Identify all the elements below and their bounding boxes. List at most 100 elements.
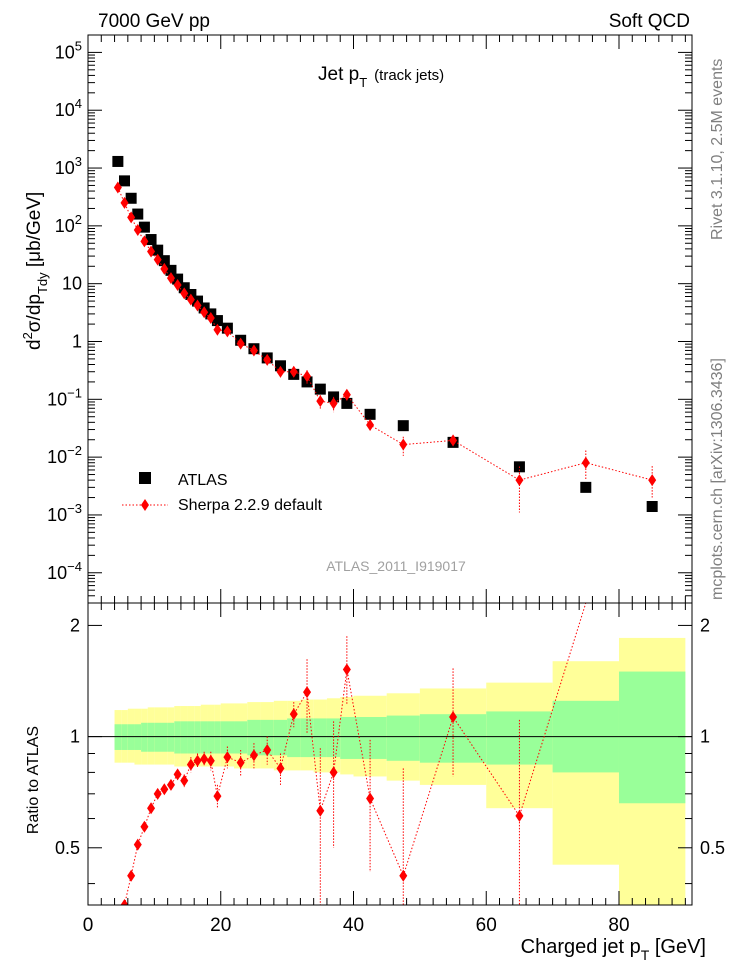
main-y-tick-label: 10−4 bbox=[47, 559, 82, 583]
ratio-mc-point bbox=[399, 869, 408, 882]
atlas-data-point bbox=[152, 244, 164, 256]
atlas-data-point bbox=[580, 481, 592, 493]
ratio-inner-band bbox=[618, 671, 686, 804]
ratio-mc-point bbox=[180, 774, 189, 787]
ratio-inner-band bbox=[154, 722, 162, 752]
ratio-mc-point bbox=[289, 708, 298, 721]
legend: ATLAS Sherpa 2.2.9 default bbox=[122, 472, 323, 514]
ratio-inner-band bbox=[386, 715, 420, 761]
mc-data-point bbox=[140, 235, 149, 248]
mc-data-point bbox=[263, 353, 272, 366]
ratio-mc-point bbox=[342, 663, 351, 676]
ratio-mc-point bbox=[329, 766, 338, 779]
header-left-label: 7000 GeV pp bbox=[98, 11, 210, 32]
mc-data-point bbox=[249, 344, 258, 357]
ratio-mc-point bbox=[515, 809, 524, 822]
mc-data-point bbox=[648, 474, 657, 487]
ratio-inner-band bbox=[121, 724, 128, 750]
x-tick-label: 0 bbox=[83, 915, 94, 936]
ratio-inner-band bbox=[147, 722, 155, 752]
mc-data-point bbox=[342, 388, 351, 401]
analysis-watermark: ATLAS_2011_I919017 bbox=[326, 558, 466, 574]
ratio-inner-band bbox=[127, 724, 135, 750]
ratio-inner-band bbox=[167, 722, 175, 752]
mc-data-point bbox=[236, 337, 245, 350]
mc-data-point bbox=[329, 397, 338, 410]
atlas-data-point bbox=[145, 234, 157, 246]
ratio-inner-band bbox=[340, 716, 354, 759]
legend-mc-label: Sherpa 2.2.9 default bbox=[178, 497, 323, 514]
atlas-data-point bbox=[125, 192, 137, 204]
ratio-y-tick-label-right: 0.5 bbox=[700, 838, 725, 858]
ratio-inner-band bbox=[207, 721, 215, 754]
main-plot-frame bbox=[87, 34, 693, 604]
main-y-tick-label: 1 bbox=[72, 331, 82, 351]
mc-data-point bbox=[366, 418, 375, 431]
ratio-mc-point bbox=[249, 749, 258, 762]
ratio-inner-band bbox=[247, 719, 261, 756]
mc-data-point bbox=[515, 474, 524, 487]
ratio-y-tick-label-right: 1 bbox=[700, 727, 710, 747]
ratio-mc-point bbox=[140, 820, 149, 833]
mc-data-point bbox=[316, 395, 325, 408]
atlas-data-point bbox=[112, 155, 124, 167]
ratio-mc-point bbox=[449, 710, 458, 723]
legend-mc-marker bbox=[141, 499, 149, 511]
mc-data-point bbox=[223, 325, 232, 338]
mc-data-point bbox=[206, 311, 215, 324]
ratio-y-tick-label-left: 0.5 bbox=[55, 838, 80, 858]
mc-data-point bbox=[127, 211, 136, 224]
ratio-mc-point bbox=[223, 751, 232, 764]
ratio-mc-point bbox=[186, 758, 195, 771]
ratio-inner-band bbox=[174, 721, 181, 754]
mc-data-point bbox=[160, 262, 169, 275]
atlas-data-point bbox=[132, 208, 144, 220]
x-axis-label: Charged jet pT [GeV] bbox=[521, 936, 706, 963]
ratio-mc-point bbox=[206, 754, 215, 767]
ratio-inner-band bbox=[141, 722, 148, 752]
ratio-inner-band bbox=[220, 721, 235, 754]
ratio-mc-point bbox=[263, 743, 272, 756]
ratio-mc-point bbox=[200, 752, 209, 765]
ratio-inner-band bbox=[300, 718, 314, 758]
legend-atlas-marker bbox=[139, 472, 151, 484]
atlas-data-point bbox=[314, 383, 326, 395]
mc-data-point bbox=[113, 181, 122, 194]
ratio-mc-point bbox=[303, 686, 312, 699]
atlas-data-point bbox=[165, 264, 177, 276]
main-y-tick-label: 10−2 bbox=[47, 443, 82, 467]
mc-data-point bbox=[173, 278, 182, 291]
mc-data-point bbox=[133, 223, 142, 236]
ratio-mc-point bbox=[193, 754, 202, 767]
mc-data-point bbox=[289, 365, 298, 378]
mcplots-label: mcplots.cern.ch [arXiv:1306.3436] bbox=[709, 358, 726, 600]
mc-data-point bbox=[200, 306, 209, 319]
ratio-mc-point bbox=[173, 768, 182, 781]
atlas-data-point bbox=[158, 255, 170, 267]
ratio-inner-band bbox=[273, 719, 288, 756]
ratio-inner-band bbox=[234, 721, 248, 754]
main-y-tick-label: 10−1 bbox=[47, 385, 82, 409]
ratio-inner-band bbox=[114, 724, 122, 750]
ratio-mc-point bbox=[127, 869, 136, 882]
ratio-y-axis-label: Ratio to ATLAS bbox=[25, 726, 42, 834]
main-y-tick-label: 104 bbox=[55, 96, 82, 120]
ratio-inner-band bbox=[161, 722, 168, 752]
main-y-tick-label: 103 bbox=[55, 154, 82, 178]
plot-title: Jet pT (track jets) bbox=[318, 64, 444, 90]
mc-data-point bbox=[399, 438, 408, 451]
main-y-tick-label: 102 bbox=[55, 212, 82, 236]
x-tick-label: 80 bbox=[608, 915, 629, 936]
mc-data-point bbox=[303, 370, 312, 383]
x-tick-label: 40 bbox=[343, 915, 364, 936]
ratio-inner-band bbox=[180, 721, 188, 754]
atlas-data-point bbox=[211, 315, 223, 327]
ratio-mc-point bbox=[120, 899, 129, 905]
atlas-data-point bbox=[646, 501, 658, 513]
atlas-data-point bbox=[119, 175, 131, 187]
mc-data-point bbox=[213, 323, 222, 336]
mc-data-point bbox=[180, 287, 189, 300]
rivet-version-label: Rivet 3.1.10, 2.5M events bbox=[709, 59, 726, 240]
ratio-mc-point bbox=[147, 802, 156, 815]
